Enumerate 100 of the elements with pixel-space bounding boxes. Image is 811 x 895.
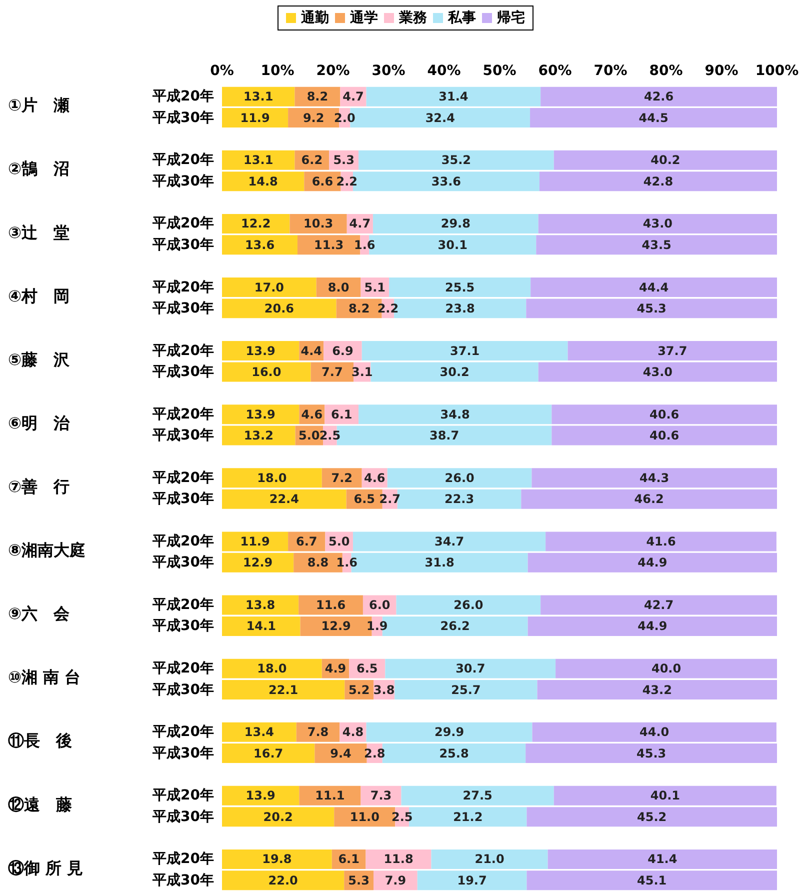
x-tick-label: 10% <box>260 63 294 79</box>
data-label: 8.2 <box>306 90 328 104</box>
data-label: 8.0 <box>328 280 350 294</box>
y-tick-label: 平成20年 <box>152 152 214 168</box>
data-label: 45.1 <box>637 873 667 888</box>
data-label: 40.6 <box>650 428 680 443</box>
data-label: 8.2 <box>348 301 370 316</box>
data-label: 26.0 <box>454 598 484 612</box>
data-label: 6.1 <box>330 407 352 422</box>
data-label: 25.7 <box>451 682 481 697</box>
text: ②鵠 沼 <box>8 159 70 178</box>
data-label: 32.4 <box>425 110 455 125</box>
x-tick-label: 90% <box>704 63 738 79</box>
data-label: 3.1 <box>352 364 373 379</box>
data-label: 43.0 <box>642 216 672 231</box>
data-label: 22.4 <box>269 492 299 506</box>
data-label: 44.5 <box>638 110 668 125</box>
data-label: 37.7 <box>658 344 688 358</box>
data-label: 44.3 <box>640 470 670 485</box>
data-label: 11.8 <box>384 852 414 866</box>
data-label: 5.0 <box>328 534 350 548</box>
text: ⑪長 後 <box>8 731 72 750</box>
data-label: 6.9 <box>332 344 354 358</box>
data-label: 19.8 <box>262 852 292 866</box>
y-tick-label: 平成30年 <box>152 236 214 253</box>
data-label: 13.9 <box>246 344 276 358</box>
data-label: 7.3 <box>370 788 392 803</box>
y-tick-label: 平成30年 <box>152 364 214 380</box>
data-label: 2.5 <box>391 810 413 824</box>
data-label: 11.6 <box>316 598 346 612</box>
y-tick-label: 平成20年 <box>152 533 214 550</box>
data-label: 43.2 <box>642 682 672 697</box>
x-tick-label: 80% <box>649 63 683 79</box>
data-label: 13.4 <box>244 725 274 740</box>
data-label: 2.5 <box>319 428 341 443</box>
data-label: 4.8 <box>342 725 364 740</box>
data-label: 25.8 <box>439 746 469 760</box>
data-label: 5.3 <box>333 153 354 168</box>
data-label: 22.0 <box>268 873 298 888</box>
text: ⑧湘南大庭 <box>8 540 86 560</box>
data-label: 43.5 <box>642 238 672 252</box>
data-label: 18.0 <box>257 470 287 485</box>
data-label: 42.8 <box>643 174 674 188</box>
legend-label: 通勤 <box>300 9 329 26</box>
data-label: 21.0 <box>474 852 504 866</box>
data-label: 11.0 <box>350 810 380 824</box>
data-label: 12.9 <box>242 556 273 570</box>
data-label: 25.5 <box>445 280 475 294</box>
data-label: 7.7 <box>322 364 343 379</box>
data-label: 2.2 <box>336 174 358 188</box>
data-label: 44.9 <box>638 556 668 570</box>
y-tick-label: 平成20年 <box>152 342 214 359</box>
data-label: 11.9 <box>240 110 270 125</box>
legend-label: 帰宅 <box>496 9 525 26</box>
data-label: 27.5 <box>462 788 492 803</box>
data-label: 7.8 <box>307 725 329 740</box>
data-label: 45.2 <box>637 810 667 824</box>
data-label: 13.9 <box>246 407 276 422</box>
text: ⑥明 治 <box>8 413 71 432</box>
data-label: 13.6 <box>244 238 275 252</box>
data-label: 4.9 <box>324 662 346 676</box>
text: ④村 岡 <box>8 286 70 306</box>
data-label: 11.1 <box>315 788 345 803</box>
data-label: 44.4 <box>638 280 669 294</box>
y-tick-label: 平成30年 <box>152 808 214 825</box>
data-label: 42.7 <box>644 598 674 612</box>
text: ⑦善 行 <box>8 477 70 496</box>
data-label: 5.3 <box>348 873 370 888</box>
data-label: 13.2 <box>244 428 274 443</box>
y-tick-label: 平成20年 <box>152 279 214 296</box>
data-label: 9.4 <box>330 746 352 760</box>
data-label: 23.8 <box>445 301 475 316</box>
data-label: 17.0 <box>254 280 284 294</box>
text: ①片 瀬 <box>8 96 70 115</box>
data-label: 11.9 <box>240 534 270 548</box>
y-tick-label: 平成20年 <box>152 724 214 740</box>
y-tick-label: 平成30年 <box>152 110 214 126</box>
data-label: 26.0 <box>444 470 474 485</box>
data-label: 22.3 <box>444 492 474 506</box>
data-label: 20.2 <box>263 810 293 824</box>
data-label: 14.8 <box>248 174 278 188</box>
x-tick-label: 40% <box>427 63 461 79</box>
data-label: 2.2 <box>377 301 399 316</box>
data-label: 11.3 <box>314 238 344 252</box>
data-label: 16.7 <box>254 746 284 760</box>
data-label: 31.4 <box>438 90 468 104</box>
data-label: 7.9 <box>384 873 406 888</box>
data-label: 20.6 <box>264 301 294 316</box>
data-label: 29.8 <box>440 216 470 231</box>
legend-label: 業務 <box>398 10 428 26</box>
text: ⑫遠 藤 <box>8 794 72 814</box>
y-tick-label: 平成20年 <box>152 216 214 232</box>
data-label: 5.2 <box>348 682 370 697</box>
data-label: 13.1 <box>244 153 274 168</box>
text: ⑩湘 南 台 <box>8 668 81 687</box>
y-tick-label: 平成20年 <box>152 851 214 868</box>
x-tick-label: 30% <box>372 63 406 79</box>
y-tick-label: 平成20年 <box>152 406 214 422</box>
data-label: 4.6 <box>364 470 386 485</box>
y-tick-label: 平成30年 <box>152 173 214 190</box>
